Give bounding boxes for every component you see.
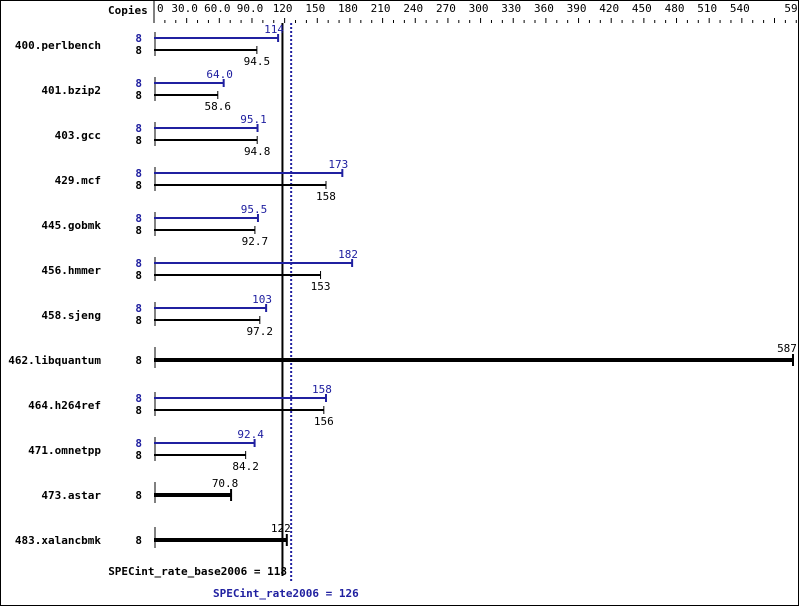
base-copies: 8 (135, 269, 142, 282)
peak-copies: 8 (135, 437, 142, 450)
base-copies: 8 (135, 489, 142, 502)
base-copies: 8 (135, 44, 142, 57)
peak-value-label: 173 (328, 158, 348, 171)
benchmark-label: 462.libquantum (8, 354, 101, 367)
peak-value-label: 95.5 (241, 203, 268, 216)
tick-label: 420 (599, 2, 619, 15)
tick-label: 390 (567, 2, 587, 15)
base-copies: 8 (135, 224, 142, 237)
base-copies: 8 (135, 89, 142, 102)
tick-label: 360 (534, 2, 554, 15)
peak-copies: 8 (135, 212, 142, 225)
benchmark-label: 473.astar (41, 489, 101, 502)
tick-label: 30.0 (171, 2, 198, 15)
benchmark-label: 483.xalancbmk (15, 534, 101, 547)
benchmark-label: 429.mcf (55, 174, 101, 187)
base-value-label: 587 (777, 342, 797, 355)
base-copies: 8 (135, 134, 142, 147)
base-value-label: 92.7 (242, 235, 269, 248)
peak-value-label: 158 (312, 383, 332, 396)
peak-value-label: 103 (252, 293, 272, 306)
base-value-label: 158 (316, 190, 336, 203)
tick-label: 210 (371, 2, 391, 15)
tick-label: 180 (338, 2, 358, 15)
benchmark-label: 471.omnetpp (28, 444, 101, 457)
peak-copies: 8 (135, 122, 142, 135)
peak-copies: 8 (135, 257, 142, 270)
base-value-label: 122 (271, 522, 291, 535)
peak-value-label: 64.0 (206, 68, 233, 81)
tick-label: 540 (730, 2, 750, 15)
benchmark-label: 456.hmmer (41, 264, 101, 277)
axis-label: Copies (108, 4, 148, 17)
benchmark-label: 401.bzip2 (41, 84, 101, 97)
tick-label: 510 (697, 2, 717, 15)
base-summary-label: SPECint_rate_base2006 = 118 (108, 565, 287, 578)
peak-copies: 8 (135, 77, 142, 90)
base-copies: 8 (135, 354, 142, 367)
tick-label: 90.0 (237, 2, 264, 15)
benchmark-label: 403.gcc (55, 129, 101, 142)
base-copies: 8 (135, 534, 142, 547)
tick-label: 120 (273, 2, 293, 15)
base-value-label: 156 (314, 415, 334, 428)
benchmark-label: 445.gobmk (41, 219, 101, 232)
tick-label: 0 (157, 2, 164, 15)
base-copies: 8 (135, 404, 142, 417)
tick-label: 450 (632, 2, 652, 15)
peak-value-label: 92.4 (237, 428, 264, 441)
peak-value-label: 95.1 (240, 113, 267, 126)
base-value-label: 70.8 (212, 477, 239, 490)
peak-summary-label: SPECint_rate2006 = 126 (213, 587, 359, 600)
benchmark-label: 400.perlbench (15, 39, 101, 52)
benchmark-label: 464.h264ref (28, 399, 101, 412)
peak-value-label: 182 (338, 248, 358, 261)
base-value-label: 94.5 (244, 55, 271, 68)
tick-label: 300 (469, 2, 489, 15)
tick-label: 330 (501, 2, 521, 15)
tick-label: 240 (403, 2, 423, 15)
base-copies: 8 (135, 449, 142, 462)
tick-label: 60.0 (204, 2, 231, 15)
base-value-label: 58.6 (205, 100, 232, 113)
peak-value-label: 114 (264, 23, 284, 36)
base-value-label: 153 (311, 280, 331, 293)
base-value-label: 97.2 (247, 325, 274, 338)
tick-label: 590 (784, 2, 798, 15)
benchmark-label: 458.sjeng (41, 309, 101, 322)
peak-copies: 8 (135, 302, 142, 315)
base-value-label: 94.8 (244, 145, 271, 158)
tick-label: 270 (436, 2, 456, 15)
peak-copies: 8 (135, 392, 142, 405)
peak-copies: 8 (135, 167, 142, 180)
tick-label: 480 (665, 2, 685, 15)
peak-copies: 8 (135, 32, 142, 45)
tick-label: 150 (305, 2, 325, 15)
base-value-label: 84.2 (232, 460, 259, 473)
base-copies: 8 (135, 179, 142, 192)
base-copies: 8 (135, 314, 142, 327)
